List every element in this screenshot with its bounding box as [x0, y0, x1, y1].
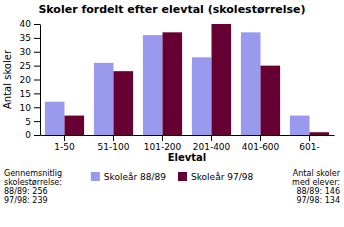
x-tick: 101-200 — [144, 135, 182, 152]
tick-label: 40 — [20, 19, 32, 29]
tick-label: 10 — [20, 103, 32, 113]
x-tick: 401-600 — [242, 135, 280, 152]
x-tick: 201-400 — [193, 135, 231, 152]
legend-item: Skoleår 97/98 — [178, 172, 253, 182]
bar — [241, 32, 261, 135]
bar — [45, 102, 65, 135]
tick-mark — [34, 107, 40, 108]
bar — [65, 116, 85, 135]
tick-label: 1-50 — [54, 142, 75, 152]
annotation-line: Gennemsnitlig — [4, 169, 62, 178]
legend: Skoleår 88/89 Skoleår 97/98 — [91, 172, 254, 182]
bar-series — [45, 32, 310, 135]
y-tick: 40 — [20, 19, 40, 29]
y-axis: 0 5 10 15 20 25 30 35 40 — [20, 19, 41, 140]
bar — [261, 66, 281, 135]
x-tick: 1-50 — [54, 135, 75, 152]
tick-label: 0 — [25, 130, 31, 140]
legend-swatch — [178, 172, 187, 181]
annotation-line: 97/98: 239 — [4, 196, 48, 205]
y-axis-title: Antal skoler — [2, 49, 13, 109]
legend-item: Skoleår 88/89 — [91, 172, 166, 182]
y-tick: 15 — [20, 89, 40, 99]
tick-mark — [64, 135, 65, 141]
tick-mark — [34, 80, 40, 81]
tick-label: 25 — [20, 61, 31, 71]
tick-mark — [260, 135, 261, 141]
bar — [192, 57, 212, 135]
annotation: Antal skolermed elever:88/89: 14697/98: … — [292, 169, 341, 205]
annotation-line: 97/98: 134 — [296, 196, 340, 205]
axis-line — [41, 135, 335, 136]
bar — [143, 35, 163, 135]
bar — [212, 24, 232, 135]
y-tick: 10 — [20, 103, 40, 113]
bars — [45, 24, 329, 135]
bar — [290, 116, 310, 135]
tick-mark — [34, 135, 40, 136]
tick-mark — [113, 135, 114, 141]
tick-mark — [34, 24, 40, 25]
bar — [310, 132, 330, 135]
tick-label: 15 — [20, 89, 31, 99]
tick-label: 5 — [25, 117, 31, 127]
legend-swatch — [91, 172, 100, 181]
tick-label: 101-200 — [144, 142, 182, 152]
y-tick: 25 — [20, 61, 40, 71]
annotation-line: med elever: — [292, 178, 340, 187]
title: Skoler fordelt efter elevtal (skolestørr… — [38, 3, 305, 16]
y-tick: 0 — [25, 130, 40, 140]
annotation: Gennemsnitligskolestørrelse:88/89: 25697… — [4, 169, 62, 205]
annotation-line: Antal skoler — [293, 169, 341, 178]
bar — [114, 71, 134, 135]
x-axis: 1-50 51-100 101-200 201-400 401-600 601- — [41, 135, 335, 152]
tick-label: 51-100 — [98, 142, 130, 152]
x-tick: 601- — [299, 135, 319, 152]
tick-mark — [211, 135, 212, 141]
x-axis-title: Elevtal — [168, 152, 207, 163]
y-tick: 30 — [20, 47, 40, 57]
tick-label: 601- — [299, 142, 319, 152]
bar-series — [65, 24, 330, 135]
tick-mark — [34, 66, 40, 67]
chart: Skoler fordelt efter elevtal (skolestørr… — [0, 0, 344, 227]
tick-label: 30 — [20, 47, 32, 57]
annotation-line: skolestørrelse: — [4, 178, 62, 187]
tick-label: 201-400 — [193, 142, 231, 152]
tick-label: 20 — [20, 75, 32, 85]
tick-mark — [34, 93, 40, 94]
y-tick: 35 — [20, 33, 40, 43]
y-tick: 20 — [20, 75, 40, 85]
legend-label: Skoleår 88/89 — [104, 172, 166, 182]
tick-label: 401-600 — [242, 142, 280, 152]
annotation-line: 88/89: 256 — [4, 187, 48, 196]
bar — [163, 32, 183, 135]
tick-mark — [34, 121, 40, 122]
tick-label: 35 — [20, 33, 31, 43]
tick-mark — [309, 135, 310, 141]
x-tick: 51-100 — [98, 135, 130, 152]
tick-mark — [162, 135, 163, 141]
legend-label: Skoleår 97/98 — [191, 172, 253, 182]
tick-mark — [34, 52, 40, 53]
tick-mark — [34, 38, 40, 39]
bar — [94, 63, 114, 135]
axis-line — [40, 25, 41, 136]
y-tick: 5 — [25, 117, 40, 127]
annotation-line: 88/89: 146 — [296, 187, 340, 196]
